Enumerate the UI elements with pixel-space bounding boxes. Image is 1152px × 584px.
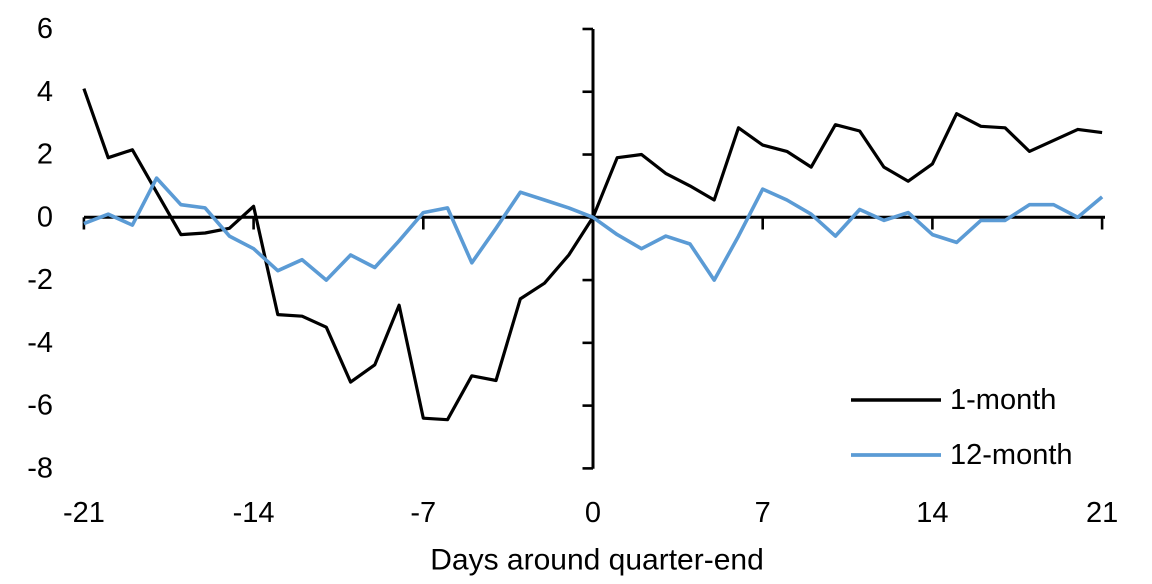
x-tick-label: 14 bbox=[916, 497, 948, 529]
y-tick-label: 6 bbox=[37, 13, 53, 45]
x-tick-label: 21 bbox=[1086, 497, 1118, 529]
y-axis-ticks bbox=[582, 27, 593, 470]
legend-label-1-month: 1-month bbox=[950, 384, 1056, 416]
data-series bbox=[82, 88, 1104, 422]
x-tick-label: -7 bbox=[410, 497, 436, 529]
series-12-month-line bbox=[83, 176, 1104, 282]
legend-label-12-month: 12-month bbox=[950, 439, 1073, 471]
x-tick-label: -14 bbox=[233, 497, 275, 529]
x-axis-title: Days around quarter-end bbox=[430, 544, 764, 577]
x-tick-label: -21 bbox=[63, 497, 105, 529]
x-tick-label: 7 bbox=[755, 497, 771, 529]
y-tick-label: -6 bbox=[27, 390, 53, 422]
y-tick-label: 2 bbox=[37, 139, 53, 171]
x-tick-labels: -21 -14 -7 0 7 14 21 bbox=[63, 497, 1118, 529]
y-tick-label: -8 bbox=[27, 452, 53, 484]
x-tick-label: 0 bbox=[585, 497, 601, 529]
y-tick-label: 4 bbox=[37, 76, 53, 108]
y-tick-label: -4 bbox=[27, 327, 53, 359]
y-tick-label: 0 bbox=[37, 201, 53, 233]
legend: 1-month 12-month bbox=[851, 384, 1073, 471]
y-tick-label: -2 bbox=[27, 264, 53, 296]
y-tick-labels: 6 4 2 0 -2 -4 -6 -8 bbox=[27, 13, 53, 484]
